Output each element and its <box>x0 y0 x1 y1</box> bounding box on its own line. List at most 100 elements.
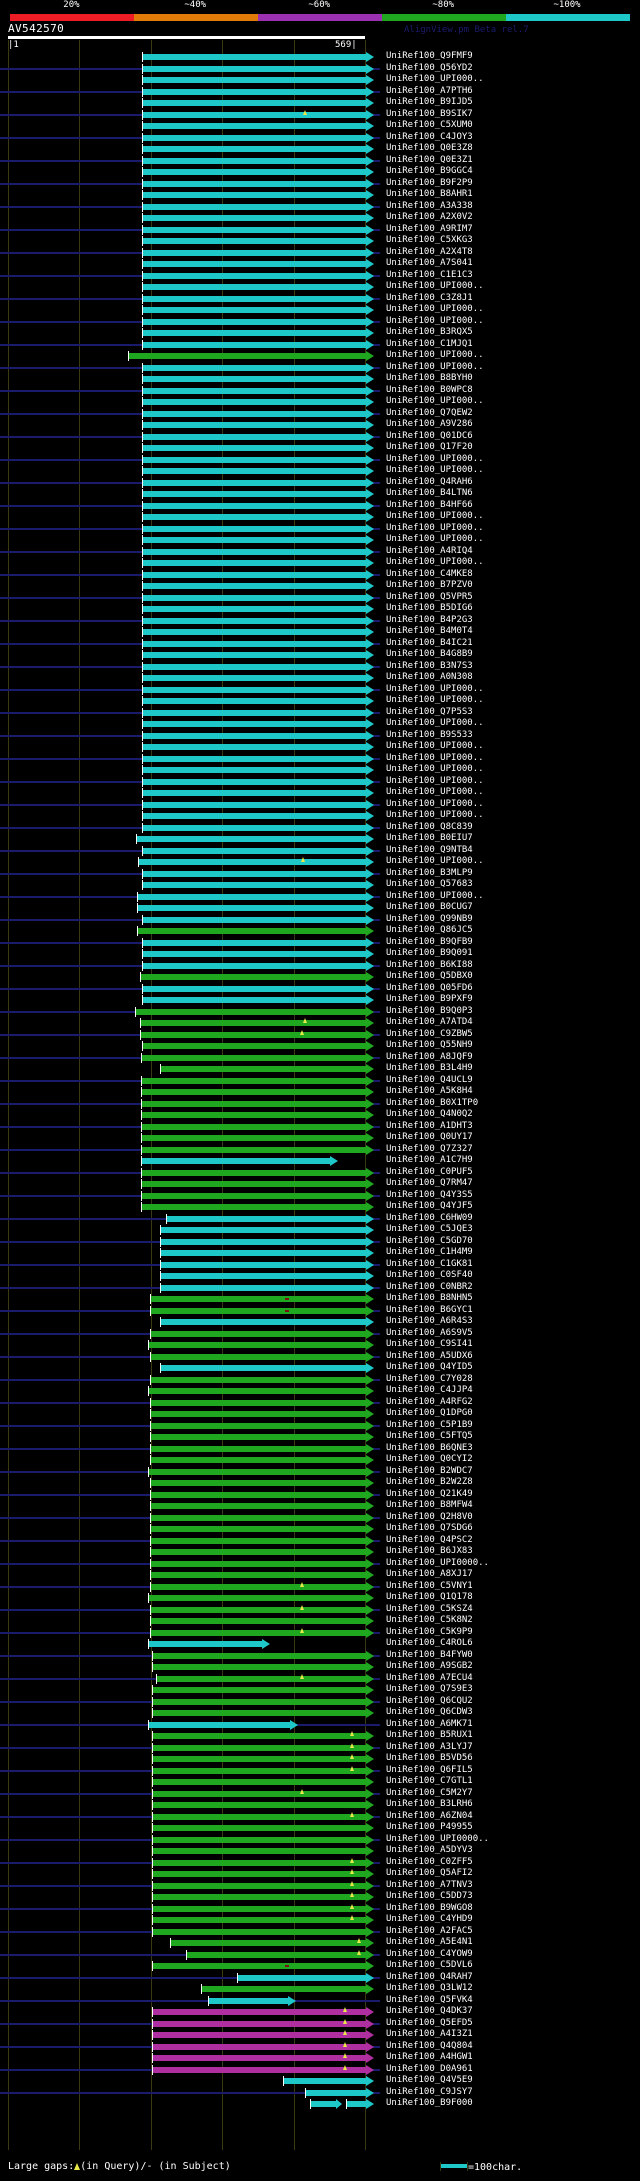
hsp-bar[interactable] <box>128 353 366 359</box>
alignment-row[interactable]: UniRef100_UPI000.. <box>0 396 640 409</box>
alignment-row[interactable]: UniRef100_A2FAC5 <box>0 1926 640 1939</box>
subject-accession-label[interactable]: UniRef100_A3A338 <box>386 200 473 211</box>
subject-accession-label[interactable]: UniRef100_UPI000.. <box>386 741 484 751</box>
hsp-bar[interactable] <box>160 1284 366 1291</box>
alignment-row[interactable]: UniRef100_Q57683 <box>0 879 640 892</box>
subject-accession-label[interactable]: UniRef100_Q4UCL9 <box>386 1074 473 1085</box>
subject-accession-label[interactable]: UniRef100_C1H4M9 <box>386 1247 473 1257</box>
alignment-row[interactable]: UniRef100_B7PZV0 <box>0 580 640 593</box>
alignment-row[interactable]: UniRef100_UPI000.. <box>0 511 640 524</box>
subject-accession-label[interactable]: UniRef100_B0EIU7 <box>386 833 473 843</box>
alignment-row[interactable]: UniRef100_Q8C839 <box>0 822 640 835</box>
hsp-bar[interactable] <box>152 1882 366 1889</box>
hsp-bar[interactable] <box>152 1836 366 1843</box>
hsp-bar[interactable] <box>142 1043 366 1049</box>
hsp-bar[interactable] <box>142 778 366 785</box>
alignment-row[interactable]: UniRef100_A7ATD4 <box>0 1017 640 1030</box>
alignment-row[interactable]: UniRef100_Q17F20 <box>0 442 640 455</box>
hsp-bar[interactable] <box>141 1077 366 1084</box>
hsp-bar[interactable] <box>142 571 366 578</box>
hsp-bar[interactable] <box>135 1008 366 1015</box>
alignment-row[interactable]: UniRef100_UPI0000.. <box>0 1833 640 1847</box>
alignment-row[interactable]: UniRef100_A6R4S3 <box>0 1316 640 1329</box>
hsp-bar[interactable] <box>142 330 366 336</box>
subject-accession-label[interactable]: UniRef100_B3RQX5 <box>386 327 473 337</box>
alignment-row[interactable]: UniRef100_Q7RM47 <box>0 1178 640 1191</box>
hsp-bar[interactable] <box>152 1744 366 1751</box>
alignment-row[interactable]: UniRef100_B9Q091 <box>0 948 640 961</box>
alignment-row[interactable]: UniRef100_UPI000.. <box>0 810 640 823</box>
hsp-bar[interactable] <box>201 1986 366 1992</box>
hsp-bar[interactable] <box>142 652 366 658</box>
alignment-row[interactable]: UniRef100_Q9FMF9 <box>0 51 640 64</box>
subject-accession-label[interactable]: UniRef100_B4P2G3 <box>386 614 473 625</box>
alignment-row[interactable]: UniRef100_Q7Z327 <box>0 1144 640 1157</box>
hsp-bar[interactable] <box>142 123 366 129</box>
subject-accession-label[interactable]: UniRef100_Q1DPG0 <box>386 1408 473 1418</box>
hsp-bar[interactable] <box>142 203 366 210</box>
alignment-row[interactable]: UniRef100_Q0E3Z1 <box>0 155 640 168</box>
alignment-row[interactable]: UniRef100_C1MJQ1 <box>0 339 640 352</box>
alignment-row[interactable]: UniRef100_UPI000.. <box>0 695 640 708</box>
subject-accession-label[interactable]: UniRef100_Q99NB9 <box>386 913 473 924</box>
alignment-row[interactable]: UniRef100_UPI000.. <box>0 684 640 697</box>
alignment-row[interactable]: UniRef100_UPI000.. <box>0 304 640 317</box>
subject-accession-label[interactable]: UniRef100_UPI0000.. <box>386 1833 489 1844</box>
hsp-bar[interactable] <box>152 1963 366 1969</box>
alignment-row[interactable]: UniRef100_Q9NTB4 <box>0 845 640 858</box>
alignment-row[interactable]: UniRef100_C9ZBW5 <box>0 1029 640 1042</box>
hsp-bar[interactable] <box>160 1066 366 1072</box>
subject-accession-label[interactable]: UniRef100_C3Z8J1 <box>386 292 473 303</box>
alignment-row[interactable]: UniRef100_C5JQE3 <box>0 1224 640 1237</box>
subject-accession-label[interactable]: UniRef100_UPI000.. <box>386 453 484 464</box>
subject-accession-label[interactable]: UniRef100_UPI000.. <box>386 752 484 763</box>
alignment-row[interactable]: UniRef100_A0N308 <box>0 672 640 685</box>
alignment-row[interactable]: UniRef100_C0ZFF5 <box>0 1857 640 1870</box>
hsp-bar[interactable] <box>142 307 366 313</box>
subject-accession-label[interactable]: UniRef100_A3LYJ7 <box>386 1741 473 1752</box>
subject-accession-label[interactable]: UniRef100_A5K8H4 <box>386 1086 473 1096</box>
subject-accession-label[interactable]: UniRef100_C7GTL1 <box>386 1776 473 1786</box>
subject-accession-label[interactable]: UniRef100_C6HW09 <box>386 1212 473 1223</box>
alignment-row[interactable]: UniRef100_Q2H8V0 <box>0 1512 640 1525</box>
subject-accession-label[interactable]: UniRef100_A1C7H9 <box>386 1155 473 1165</box>
hsp-bar[interactable] <box>142 617 366 624</box>
hsp-bar[interactable] <box>142 732 366 739</box>
subject-accession-label[interactable]: UniRef100_UPI000.. <box>386 74 484 84</box>
subject-accession-label[interactable]: UniRef100_A7TNV3 <box>386 1879 473 1890</box>
subject-accession-label[interactable]: UniRef100_B5VD56 <box>386 1753 473 1763</box>
alignment-row[interactable]: UniRef100_UPI000.. <box>0 764 640 777</box>
alignment-row[interactable]: UniRef100_B6GYC1 <box>0 1305 640 1318</box>
subject-accession-label[interactable]: UniRef100_B3L4H9 <box>386 1063 473 1073</box>
subject-accession-label[interactable]: UniRef100_C0SF40 <box>386 1270 473 1280</box>
subject-accession-label[interactable]: UniRef100_Q4Y3S5 <box>386 1189 473 1200</box>
subject-accession-label[interactable]: UniRef100_B9Q0P3 <box>386 1005 473 1016</box>
alignment-row[interactable]: UniRef100_Q5EFD5 <box>0 2018 640 2031</box>
hsp-bar[interactable] <box>141 1054 366 1061</box>
subject-accession-label[interactable]: UniRef100_C1E1C3 <box>386 269 473 280</box>
alignment-row[interactable]: UniRef100_A6MK71 <box>0 1719 640 1732</box>
hsp-bar[interactable] <box>150 1457 366 1463</box>
hsp-bar[interactable] <box>142 284 366 290</box>
alignment-row[interactable]: UniRef100_Q4RAH6 <box>0 477 640 490</box>
hsp-bar[interactable] <box>142 387 366 394</box>
alignment-row[interactable]: UniRef100_B8MFW4 <box>0 1500 640 1513</box>
hsp-bar[interactable] <box>160 1238 366 1245</box>
hsp-bar[interactable] <box>160 1250 366 1256</box>
alignment-row[interactable]: UniRef100_UPI000.. <box>0 891 640 904</box>
alignment-row[interactable]: UniRef100_A2X4T8 <box>0 247 640 260</box>
hsp-bar[interactable] <box>150 1503 366 1509</box>
alignment-row[interactable]: UniRef100_Q0UY17 <box>0 1132 640 1145</box>
hsp-bar[interactable] <box>150 1491 366 1498</box>
alignment-row[interactable]: UniRef100_Q86JC5 <box>0 925 640 938</box>
subject-accession-label[interactable]: UniRef100_C5VNY1 <box>386 1580 473 1591</box>
alignment-row[interactable]: UniRef100_B8BYH0 <box>0 373 640 386</box>
hsp-bar[interactable] <box>152 1756 366 1762</box>
alignment-row[interactable]: UniRef100_UPI000.. <box>0 752 640 766</box>
subject-accession-label[interactable]: UniRef100_Q4RAH7 <box>386 1971 473 1982</box>
hsp-bar[interactable] <box>237 1974 366 1981</box>
alignment-row[interactable]: UniRef100_Q4N0Q2 <box>0 1109 640 1122</box>
hsp-bar[interactable] <box>142 491 366 497</box>
alignment-row[interactable]: UniRef100_Q5DBX0 <box>0 971 640 984</box>
alignment-row[interactable]: UniRef100_C5XUM0 <box>0 120 640 133</box>
